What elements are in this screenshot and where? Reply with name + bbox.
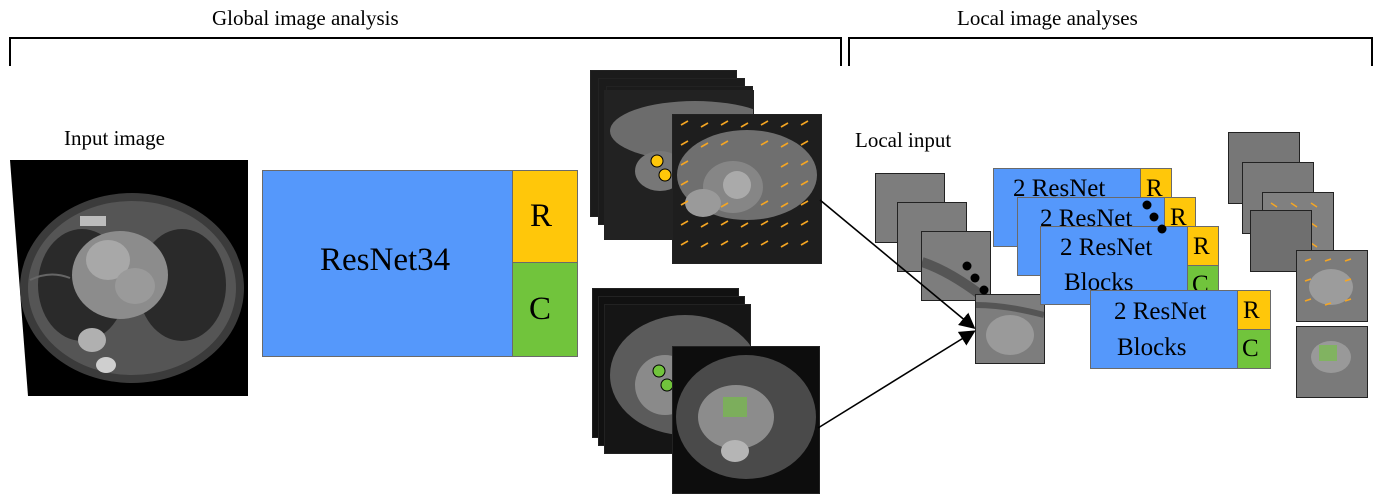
displacement-field-image — [1304, 258, 1353, 306]
local-block-4-r — [1237, 290, 1271, 331]
resnet34-label: ResNet34 — [320, 242, 451, 278]
local-block-3-line1: 2 ResNet — [1060, 234, 1153, 261]
local-block-4-c-label: C — [1242, 335, 1259, 362]
ellipsis-dot — [1142, 200, 1152, 210]
global-regression-label: R — [530, 198, 553, 234]
local-class-front — [1296, 326, 1368, 398]
global-regression-head — [512, 170, 578, 264]
arrow — [817, 330, 976, 429]
local-block-2-r-label: R — [1170, 204, 1187, 231]
resnet34-block — [262, 170, 514, 357]
displacement-field-image — [677, 120, 817, 248]
input-image-label: Input image — [64, 126, 165, 150]
local-block-4-line1: 2 ResNet — [1114, 298, 1207, 325]
ellipsis-dot — [1149, 212, 1159, 222]
global-analysis-heading: Global image analysis — [212, 6, 399, 30]
input-ct-image — [10, 160, 248, 396]
local-patch-image — [976, 302, 1044, 355]
local-block-3-r-label: R — [1193, 233, 1210, 260]
regression-output-front — [672, 114, 822, 264]
arrow — [819, 199, 976, 330]
classification-map-image — [1311, 341, 1351, 373]
local-block-4-line2: Blocks — [1117, 334, 1187, 361]
local-field-front — [1296, 250, 1368, 322]
ellipsis-dot — [970, 273, 980, 283]
ct-slice-image — [10, 160, 248, 396]
local-block-4 — [1090, 290, 1239, 369]
ellipsis-dot — [979, 285, 989, 295]
global-classification-label: C — [529, 291, 552, 327]
global-classification-head — [512, 262, 578, 357]
local-block-1-r-label: R — [1146, 175, 1163, 202]
local-bracket — [848, 37, 1373, 66]
classification-output-front — [672, 346, 820, 494]
ellipsis-dot — [962, 261, 972, 271]
local-block-3-r — [1187, 226, 1219, 267]
local-block-4-c — [1237, 329, 1271, 369]
global-bracket — [9, 37, 842, 66]
ellipsis-dot — [1157, 224, 1167, 234]
local-input-label: Local input — [855, 128, 952, 152]
classification-map-image — [676, 355, 816, 479]
local-analysis-heading: Local image analyses — [957, 6, 1138, 30]
local-patch-front — [975, 294, 1045, 364]
local-block-4-r-label: R — [1243, 297, 1260, 324]
